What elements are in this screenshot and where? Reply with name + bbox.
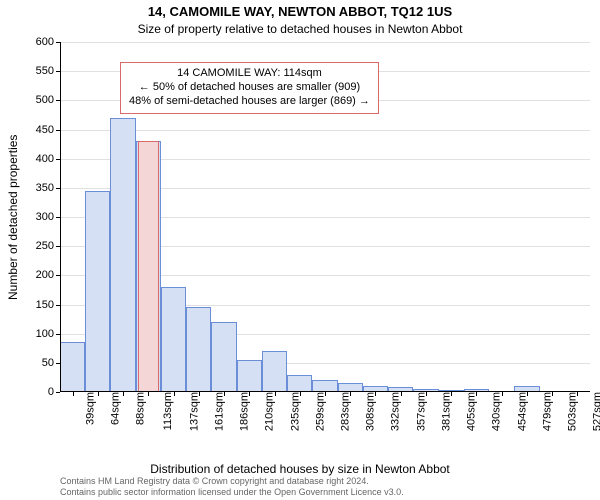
histogram-bar	[186, 307, 211, 392]
histogram-bar	[60, 342, 85, 392]
histogram-bar	[262, 351, 287, 392]
x-tick-label: 186sqm	[237, 392, 251, 431]
x-tick-label: 454sqm	[514, 392, 528, 431]
x-tick-label: 357sqm	[413, 392, 427, 431]
grid-line	[60, 130, 590, 131]
histogram-bar	[85, 191, 110, 392]
x-tick-label: 39sqm	[82, 392, 96, 425]
x-tick-label: 405sqm	[464, 392, 478, 431]
x-tick-label: 210sqm	[262, 392, 276, 431]
plot-area: 05010015020025030035040045050055060039sq…	[60, 42, 590, 392]
attribution-line2: Contains public sector information licen…	[60, 487, 590, 498]
grid-line	[60, 42, 590, 43]
histogram-bar	[161, 287, 186, 392]
x-tick-label: 283sqm	[338, 392, 352, 431]
annotation-line1: 14 CAMOMILE WAY: 114sqm	[129, 67, 370, 81]
x-tick-label: 430sqm	[489, 392, 503, 431]
x-tick-label: 503sqm	[565, 392, 579, 431]
y-axis-label: Number of detached properties	[6, 134, 20, 299]
chart-container: 14, CAMOMILE WAY, NEWTON ABBOT, TQ12 1US…	[0, 0, 600, 500]
attribution-line1: Contains HM Land Registry data © Crown c…	[60, 476, 590, 487]
y-tick-label: 450	[36, 124, 60, 136]
x-tick-label: 88sqm	[133, 392, 147, 425]
x-tick-label: 113sqm	[160, 392, 174, 430]
histogram-bar	[237, 360, 262, 392]
y-tick-label: 500	[36, 94, 60, 106]
y-tick-label: 550	[36, 65, 60, 77]
annotation-line3: 48% of semi-detached houses are larger (…	[129, 95, 370, 109]
y-axis-line	[60, 42, 61, 392]
x-tick-label: 381sqm	[439, 392, 453, 431]
attribution-text: Contains HM Land Registry data © Crown c…	[60, 476, 590, 498]
x-axis-label: Distribution of detached houses by size …	[0, 462, 600, 476]
histogram-bar	[110, 118, 135, 392]
x-tick-label: 308sqm	[363, 392, 377, 431]
x-tick-label: 137sqm	[186, 392, 200, 431]
y-tick-label: 300	[36, 211, 60, 223]
y-tick-label: 250	[36, 240, 60, 252]
y-tick-label: 0	[48, 386, 60, 398]
y-tick-label: 150	[36, 299, 60, 311]
x-tick-label: 332sqm	[388, 392, 402, 431]
x-tick-label: 259sqm	[312, 392, 326, 431]
y-tick-label: 600	[36, 36, 60, 48]
x-tick-label: 527sqm	[590, 392, 600, 431]
y-tick-label: 350	[36, 182, 60, 194]
x-tick-label: 161sqm	[211, 392, 225, 431]
histogram-bar	[211, 322, 236, 392]
y-tick-label: 50	[42, 357, 60, 369]
x-axis-line	[60, 391, 590, 392]
chart-title-line1: 14, CAMOMILE WAY, NEWTON ABBOT, TQ12 1US	[0, 4, 600, 19]
annotation-box: 14 CAMOMILE WAY: 114sqm← 50% of detached…	[120, 62, 379, 113]
chart-title-line2: Size of property relative to detached ho…	[0, 22, 600, 36]
y-tick-label: 100	[36, 328, 60, 340]
x-tick-label: 479sqm	[539, 392, 553, 431]
annotation-line2: ← 50% of detached houses are smaller (90…	[129, 81, 370, 95]
highlight-bar	[138, 141, 159, 392]
y-tick-label: 400	[36, 153, 60, 165]
x-tick-label: 235sqm	[287, 392, 301, 431]
x-tick-label: 64sqm	[107, 392, 121, 425]
y-tick-label: 200	[36, 269, 60, 281]
histogram-bar	[287, 375, 312, 393]
